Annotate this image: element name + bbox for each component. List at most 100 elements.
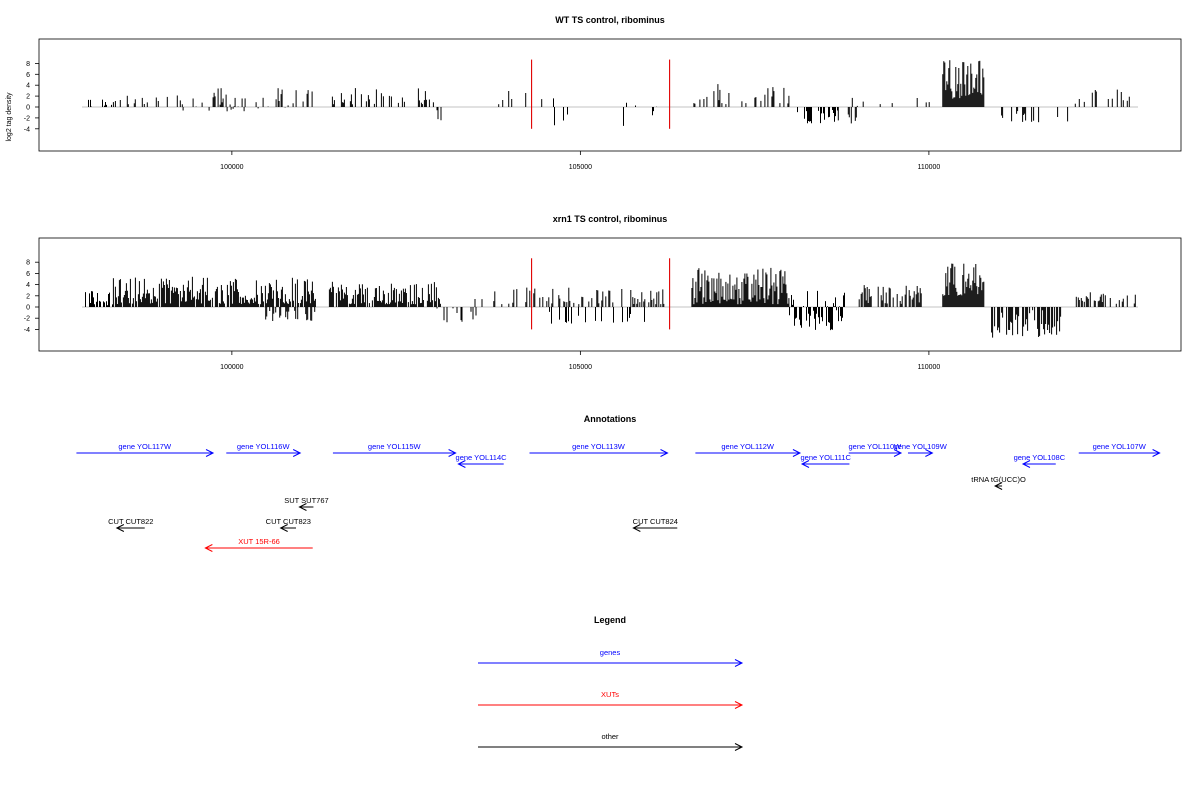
- y-tick-label: -2: [24, 115, 30, 122]
- gene-arrow-head: [800, 460, 810, 468]
- gene-label: gene YOL117W: [118, 442, 172, 451]
- gene-arrow-head: [292, 449, 302, 457]
- legend-item: XUTs: [478, 690, 744, 709]
- gene-arrow-head: [792, 449, 802, 457]
- gene-label: gene YOL110W: [849, 442, 903, 451]
- y-tick-label: 0: [26, 105, 30, 112]
- annotations-track: Annotations gene YOL117W gene YOL116W gene…: [76, 414, 1161, 552]
- gene-arrow-head: [205, 449, 215, 457]
- other-feature: CUT CUT824: [632, 517, 678, 532]
- wt-coverage-panel: WT TS control, ribominus log2 tag densit…: [6, 15, 1182, 171]
- wt-y-axis-label: log2 tag density: [6, 92, 13, 142]
- other-arrow-head: [298, 503, 307, 511]
- y-tick-label: 4: [26, 83, 30, 90]
- y-tick-label: -2: [24, 316, 30, 323]
- other-label: SUT SUT767: [284, 496, 328, 505]
- gene-label: gene YOL108C: [1014, 453, 1066, 462]
- xut-arrow-head: [204, 544, 213, 552]
- gene-label: gene YOL114C: [456, 453, 508, 462]
- gene-arrow-head: [448, 449, 457, 457]
- gene-feature: gene YOL114C: [456, 453, 508, 468]
- gene-label: gene YOL113W: [572, 442, 626, 451]
- gene-feature: gene YOL113W: [529, 442, 669, 457]
- y-tick-label: 2: [26, 293, 30, 300]
- xrn1-coverage-panel: xrn1 TS control, ribominus -4 -2 0 2 4 6 8 100…: [24, 214, 1182, 371]
- x-tick-label: 110000: [917, 164, 940, 171]
- gene-arrow-head: [1021, 460, 1031, 468]
- other-feature: CUT CUT823: [266, 517, 311, 532]
- other-label: CUT CUT824: [633, 517, 678, 526]
- legend-arrow-head: [734, 701, 744, 709]
- xrn1-y-axis: -4 -2 0 2 4 6 8: [24, 260, 40, 334]
- wt-plot-frame: [38, 38, 1182, 152]
- legend-item-label: other: [601, 732, 619, 741]
- gene-feature: gene YOL107W: [1078, 442, 1161, 457]
- other-arrow-head: [993, 482, 1003, 490]
- y-tick-label: 6: [26, 271, 30, 278]
- gene-feature: gene YOL115W: [332, 442, 457, 457]
- gene-label: gene YOL111C: [800, 453, 851, 462]
- other-feature: SUT SUT767: [284, 496, 329, 511]
- legend-item-label: genes: [600, 648, 621, 657]
- wt-panel-title: WT TS control, ribominus: [555, 15, 665, 25]
- y-tick-label: -4: [24, 126, 30, 133]
- xut-feature: XUT 15R-66: [204, 537, 313, 552]
- gene-feature: gene YOL110W: [849, 442, 903, 457]
- y-tick-label: 8: [26, 260, 30, 267]
- gene-label: gene YOL115W: [368, 442, 422, 451]
- other-label: CUT CUT823: [266, 517, 311, 526]
- legend-title: Legend: [594, 615, 626, 625]
- x-tick-label: 110000: [917, 364, 940, 371]
- gene-arrow-head: [1152, 449, 1161, 457]
- y-tick-label: 4: [26, 282, 30, 289]
- legend-item: genes: [478, 648, 744, 667]
- gene-arrow-head: [457, 460, 466, 468]
- x-tick-label: 105000: [569, 364, 592, 371]
- wt-highlight-lines: [531, 59, 671, 129]
- wt-y-axis: -4 -2 0 2 4 6 8: [24, 61, 40, 133]
- gene-label: gene YOL109W: [894, 442, 948, 451]
- x-tick-label: 105000: [569, 164, 592, 171]
- wt-x-axis: 100000 105000 110000: [220, 151, 940, 171]
- x-tick-label: 100000: [220, 164, 243, 171]
- gene-feature: gene YOL109W: [894, 442, 948, 457]
- xrn1-bars: [82, 263, 1138, 338]
- xrn1-highlight-lines: [531, 258, 671, 330]
- xut-label: XUT 15R-66: [238, 537, 280, 546]
- other-arrow-head: [115, 524, 125, 532]
- legend-item: other: [478, 732, 744, 751]
- gene-feature: gene YOL111C: [800, 453, 852, 468]
- annotation-features: gene YOL117W gene YOL116W gene YOL115W gene…: [76, 442, 1161, 552]
- x-tick-label: 100000: [220, 364, 243, 371]
- gene-arrow-head: [925, 449, 934, 457]
- gene-label: gene YOL107W: [1093, 442, 1147, 451]
- gene-feature: gene YOL112W: [695, 442, 802, 457]
- other-arrow-head: [632, 524, 641, 532]
- gene-label: gene YOL112W: [721, 442, 775, 451]
- legend: Legend genes XUTs other: [478, 615, 744, 751]
- other-label: tRNA tG(UCC)O: [971, 475, 1026, 484]
- y-tick-label: 8: [26, 61, 30, 68]
- y-tick-label: 0: [26, 305, 30, 312]
- annotations-title: Annotations: [584, 414, 637, 424]
- gene-arrow-head: [660, 449, 669, 457]
- xrn1-panel-title: xrn1 TS control, ribominus: [553, 214, 668, 224]
- y-tick-label: -4: [24, 327, 30, 334]
- legend-arrow-head: [734, 659, 744, 667]
- other-arrow-head: [279, 524, 288, 532]
- y-tick-label: 2: [26, 94, 30, 101]
- other-label: CUT CUT822: [108, 517, 153, 526]
- legend-items: genes XUTs other: [478, 648, 744, 751]
- other-feature: tRNA tG(UCC)O: [971, 475, 1026, 490]
- gene-feature: gene YOL108C: [1014, 453, 1066, 468]
- legend-item-label: XUTs: [601, 690, 619, 699]
- legend-arrow-head: [734, 743, 744, 751]
- gene-label: gene YOL116W: [237, 442, 291, 451]
- gene-feature: gene YOL116W: [226, 442, 302, 457]
- wt-bars: [82, 60, 1138, 126]
- gene-arrow-head: [893, 449, 903, 457]
- y-tick-label: 6: [26, 72, 30, 79]
- other-feature: CUT CUT822: [108, 517, 153, 532]
- gene-feature: gene YOL117W: [76, 442, 215, 457]
